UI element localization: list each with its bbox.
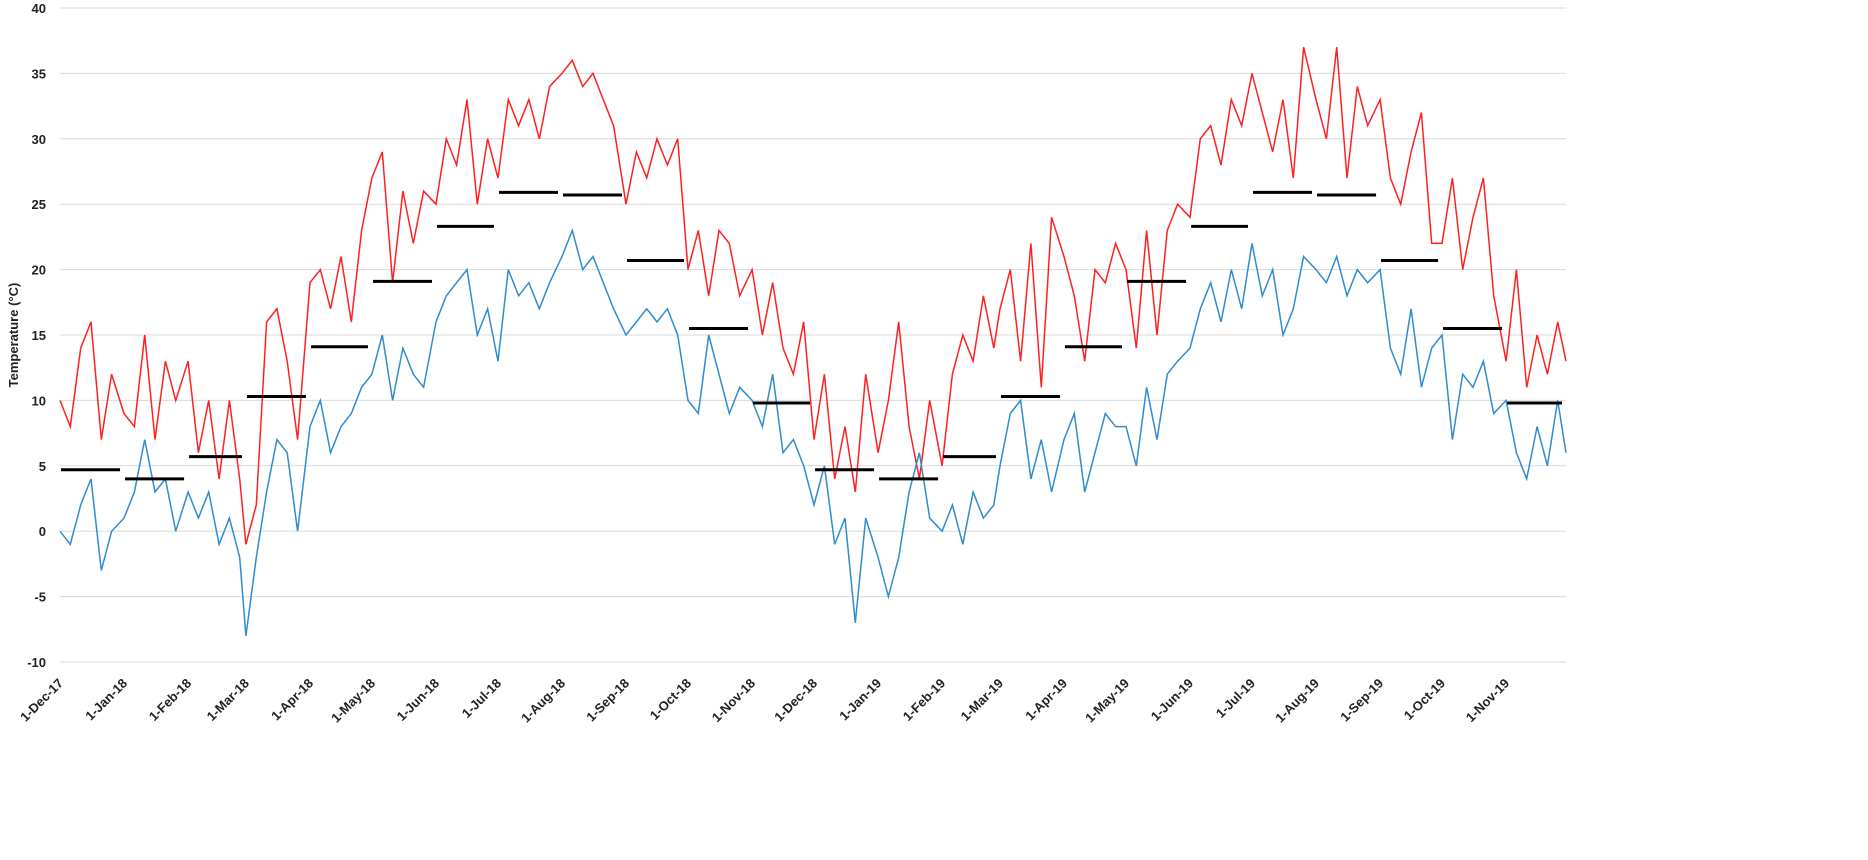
y-tick-label: 5: [39, 459, 46, 474]
x-tick-label: 1-Feb-18: [146, 676, 194, 724]
x-tick-label: 1-Apr-19: [1022, 676, 1070, 724]
x-tick-label: 1-Dec-17: [17, 676, 66, 725]
x-tick-label: 1-May-18: [328, 676, 378, 726]
x-tick-label: 1-Oct-18: [647, 676, 694, 723]
x-tick-label: 1-Oct-19: [1401, 676, 1448, 723]
y-tick-label: -10: [27, 655, 46, 670]
x-tick-label: 1-Dec-18: [771, 676, 820, 725]
y-tick-label: 15: [32, 328, 46, 343]
x-tick-label: 1-Jul-19: [1213, 676, 1258, 721]
x-tick-label: 1-Apr-18: [268, 676, 316, 724]
x-tick-label: 1-Mar-19: [958, 676, 1006, 724]
x-tick-label: 1-Nov-18: [709, 676, 758, 725]
y-tick-label: 35: [32, 66, 46, 81]
temperature-line: [59, 228, 1567, 636]
x-tick-label: 1-Aug-18: [518, 676, 568, 726]
x-tick-label: 1-Sep-19: [1337, 676, 1386, 725]
x-tick-label: 1-Jan-18: [82, 676, 130, 724]
x-tick-label: 1-Sep-18: [583, 676, 632, 725]
temperature-line: [59, 47, 1567, 545]
y-tick-label: 25: [32, 197, 46, 212]
x-tick-label: 1-Feb-19: [900, 676, 948, 724]
x-tick-label: 1-Nov-19: [1463, 676, 1512, 725]
x-tick-label: 1-Jun-18: [394, 676, 442, 724]
y-tick-label: 30: [32, 132, 46, 147]
x-tick-label: 1-Mar-18: [204, 676, 252, 724]
x-tick-label: 1-Aug-19: [1272, 676, 1322, 726]
y-tick-label: 0: [39, 524, 46, 539]
y-tick-label: 10: [32, 393, 46, 408]
x-tick-label: 1-May-19: [1082, 676, 1132, 726]
y-tick-label: 20: [32, 263, 46, 278]
y-axis-label: Temperature (°C): [6, 283, 21, 388]
y-tick-label: 40: [32, 1, 46, 16]
x-tick-label: 1-Jun-19: [1148, 676, 1196, 724]
y-tick-label: -5: [34, 590, 46, 605]
x-tick-label: 1-Jan-19: [836, 676, 884, 724]
x-tick-label: 1-Jul-18: [459, 676, 504, 721]
